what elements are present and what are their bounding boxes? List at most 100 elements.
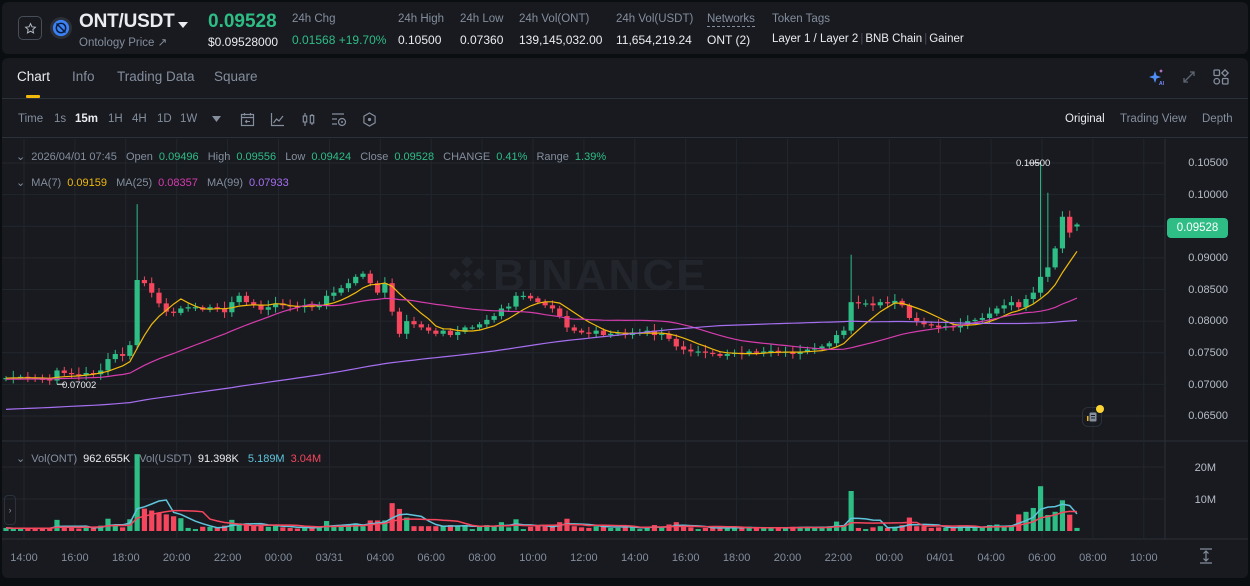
high-value: 0.09556 bbox=[236, 151, 277, 163]
ma99-value: 0.07933 bbox=[249, 177, 289, 189]
tab-square[interactable]: Square bbox=[214, 69, 258, 84]
time-tick: 06:00 bbox=[417, 552, 445, 564]
panel-tabs: Chart Info Trading Data Square AI bbox=[2, 58, 1248, 99]
interval-15m[interactable]: 15m bbox=[75, 113, 99, 125]
last-price: 0.09528 bbox=[208, 11, 277, 32]
time-tick: 20:00 bbox=[162, 552, 191, 564]
stat-24h-vol-ont: 24h Vol(ONT) 139,145,032.00 bbox=[519, 13, 603, 47]
favorite-button[interactable] bbox=[18, 16, 42, 40]
tab-chart[interactable]: Chart bbox=[17, 69, 51, 84]
range-value: 1.39% bbox=[574, 151, 607, 163]
view-depth[interactable]: Depth bbox=[1202, 113, 1233, 125]
interval-4h[interactable]: 4H bbox=[132, 113, 147, 125]
news-notification-icon[interactable] bbox=[1082, 407, 1102, 427]
pair-name[interactable]: ONT/USDT bbox=[79, 11, 175, 32]
vol-ma5-value: 5.189M bbox=[247, 453, 285, 465]
price-tick: 0.06500 bbox=[1188, 410, 1228, 422]
price-tick: 0.08500 bbox=[1188, 284, 1228, 296]
indicators-chart-icon[interactable] bbox=[268, 110, 286, 128]
time-tick: 18:00 bbox=[112, 552, 140, 564]
ai-sparkle-icon[interactable]: AI bbox=[1148, 68, 1166, 86]
candlestick-chart[interactable]: BINANCE ⌄ 2026/04/01 07:45 Open 0.09496 H… bbox=[2, 139, 1248, 578]
binance-watermark: BINANCE bbox=[447, 251, 707, 301]
chart-canvas[interactable] bbox=[2, 139, 1248, 578]
low-annotation: 0.07002 bbox=[62, 380, 97, 391]
current-price-tag: 0.09528 bbox=[1167, 218, 1228, 238]
collapse-chevron-icon[interactable]: ⌄ bbox=[16, 177, 26, 189]
price-tick: 0.07000 bbox=[1188, 379, 1228, 391]
candle-style-icon[interactable] bbox=[299, 110, 317, 128]
vol-usdt-value: 91.398K bbox=[197, 453, 239, 465]
hexagon-settings-icon[interactable] bbox=[360, 110, 378, 128]
stat-24h-low: 24h Low 0.07360 bbox=[460, 13, 504, 47]
price-tick: 0.10000 bbox=[1188, 189, 1228, 201]
close-value: 0.09528 bbox=[394, 151, 435, 163]
view-trading-view[interactable]: Trading View bbox=[1120, 113, 1187, 125]
time-tick: 00:00 bbox=[264, 552, 293, 564]
tag-gainer[interactable]: Gainer bbox=[929, 33, 964, 45]
time-tick: 08:00 bbox=[468, 552, 496, 564]
interval-1h[interactable]: 1H bbox=[108, 113, 123, 125]
change-value: 0.41% bbox=[496, 151, 528, 163]
price-tick: 0.10500 bbox=[1188, 157, 1228, 169]
low-value: 0.09424 bbox=[311, 151, 352, 163]
time-tick: 04:00 bbox=[366, 552, 395, 564]
collapse-chevron-icon[interactable]: ⌄ bbox=[16, 151, 26, 163]
interval-1s[interactable]: 1s bbox=[54, 113, 67, 125]
time-tick: 04/01 bbox=[926, 552, 954, 564]
view-original[interactable]: Original bbox=[1065, 113, 1105, 125]
ont-coin-icon bbox=[50, 17, 72, 39]
collapse-chevron-icon[interactable]: ⌄ bbox=[16, 453, 26, 465]
svg-text:AI: AI bbox=[1159, 81, 1165, 86]
ontology-price-link[interactable]: Ontology Price ↗ bbox=[79, 37, 168, 49]
tag-bnb-chain[interactable]: BNB Chain bbox=[865, 33, 923, 45]
chart-settings-list-icon[interactable] bbox=[330, 110, 348, 128]
interval-more-dropdown-icon[interactable] bbox=[207, 110, 225, 128]
time-tick: 16:00 bbox=[671, 552, 700, 564]
time-tick: 22:00 bbox=[824, 552, 853, 564]
time-tick: 00:00 bbox=[875, 552, 904, 564]
last-price-usd: $0.09528000 bbox=[208, 35, 279, 49]
stat-24h-high: 24h High 0.10500 bbox=[398, 13, 445, 47]
ma7-value: 0.09159 bbox=[67, 177, 107, 189]
time-tick: 14:00 bbox=[621, 552, 649, 564]
time-tick: 03/31 bbox=[315, 552, 344, 564]
stat-networks[interactable]: Networks ONT (2) bbox=[707, 13, 755, 47]
star-icon bbox=[24, 21, 36, 34]
calendar-goto-date-icon[interactable] bbox=[238, 110, 256, 128]
active-tab-indicator bbox=[26, 95, 40, 98]
volume-tick: 10M bbox=[1194, 494, 1216, 506]
time-tick: 22:00 bbox=[213, 552, 242, 564]
time-tick: 10:00 bbox=[1130, 552, 1158, 564]
stat-24h-vol-usdt: 24h Vol(USDT) 11,654,219.24 bbox=[616, 13, 694, 47]
volume-legend: ⌄ Vol(ONT) 962.655K Vol(USDT) 91.398K 5.18… bbox=[16, 453, 322, 465]
time-tick: 08:00 bbox=[1079, 552, 1107, 564]
stat-token-tags: Token Tags Layer 1 / Layer 2 | BNB Chain | G… bbox=[772, 13, 964, 45]
interval-1d[interactable]: 1D bbox=[157, 113, 172, 125]
chart-panel: Chart Info Trading Data Square AI Time 1… bbox=[2, 58, 1248, 578]
layout-grid-icon[interactable] bbox=[1212, 68, 1230, 86]
expand-sidebar-handle[interactable]: › bbox=[4, 495, 16, 525]
notification-dot bbox=[1096, 405, 1104, 413]
time-label: Time bbox=[18, 113, 44, 125]
time-tick: 18:00 bbox=[722, 552, 751, 564]
fullscreen-expand-icon[interactable] bbox=[1180, 68, 1198, 86]
tag-layer1-layer2[interactable]: Layer 1 / Layer 2 bbox=[772, 33, 859, 45]
tab-info[interactable]: Info bbox=[72, 69, 95, 84]
time-tick: 06:00 bbox=[1028, 552, 1056, 564]
open-value: 0.09496 bbox=[158, 151, 199, 163]
time-tick: 14:00 bbox=[10, 552, 38, 564]
pair-dropdown-caret-icon[interactable] bbox=[178, 16, 188, 34]
volume-tick: 20M bbox=[1194, 462, 1216, 474]
price-tick: 0.08000 bbox=[1188, 315, 1228, 327]
ma25-value: 0.08357 bbox=[158, 177, 198, 189]
price-tick: 0.07500 bbox=[1188, 347, 1228, 359]
tab-trading-data[interactable]: Trading Data bbox=[117, 69, 195, 84]
candle-datetime: 2026/04/01 07:45 bbox=[31, 151, 117, 163]
ticker-header: ONT/USDT Ontology Price ↗ 0.09528 $0.095… bbox=[2, 2, 1248, 54]
time-tick: 04:00 bbox=[977, 552, 1005, 564]
auto-fit-scale-icon[interactable] bbox=[1199, 548, 1213, 569]
interval-1w[interactable]: 1W bbox=[180, 113, 198, 125]
price-tick: 0.09000 bbox=[1188, 252, 1228, 264]
